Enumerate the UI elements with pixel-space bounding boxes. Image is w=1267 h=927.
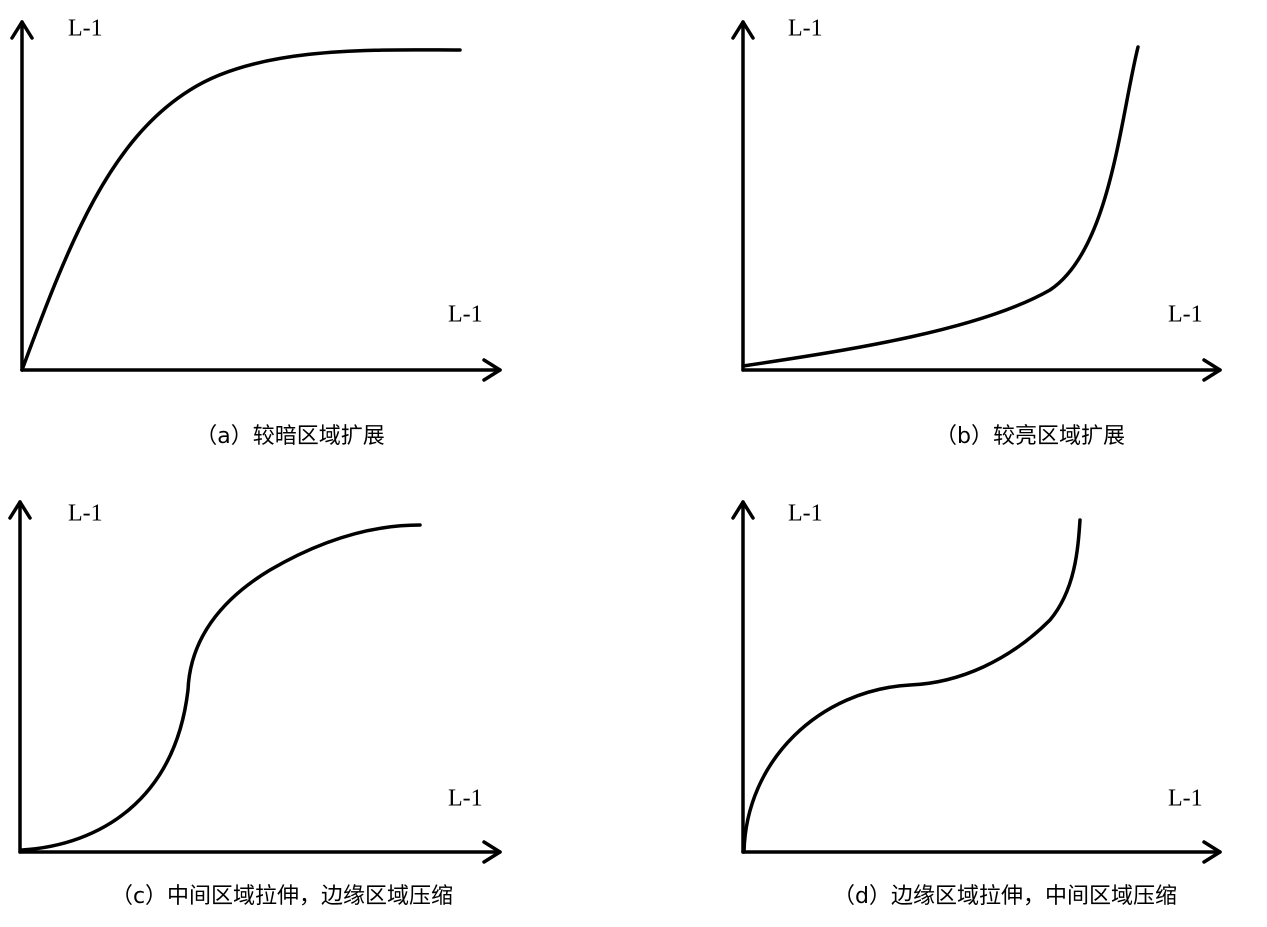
y-axis-label: L-1 bbox=[788, 16, 823, 42]
y-arrow bbox=[731, 20, 755, 40]
x-arrow bbox=[482, 840, 502, 864]
panel-a: L-1 L-1 （a）较暗区域扩展 bbox=[10, 16, 502, 449]
curve bbox=[741, 45, 1140, 368]
x-axis-label: L-1 bbox=[1168, 786, 1203, 812]
x-arrow bbox=[1202, 840, 1222, 864]
x-axis-label: L-1 bbox=[448, 302, 483, 328]
y-arrow bbox=[10, 20, 34, 40]
panel-d: L-1 L-1 （d）边缘区域拉伸，中间区域压缩 bbox=[731, 500, 1222, 909]
panel-b: L-1 L-1 （b）较亮区域扩展 bbox=[731, 16, 1222, 449]
x-axis-label: L-1 bbox=[448, 786, 483, 812]
curve bbox=[742, 518, 1082, 854]
caption: （c）中间区域拉伸，边缘区域压缩 bbox=[111, 884, 453, 909]
x-arrow bbox=[482, 358, 502, 382]
caption: （a）较暗区域扩展 bbox=[195, 424, 384, 449]
x-axis-label: L-1 bbox=[1168, 302, 1203, 328]
caption: （b）较亮区域扩展 bbox=[935, 424, 1125, 449]
curve bbox=[20, 48, 462, 372]
curve bbox=[20, 523, 422, 852]
y-axis-label: L-1 bbox=[68, 16, 103, 42]
y-arrow bbox=[731, 500, 755, 520]
caption: （d）边缘区域拉伸，中间区域压缩 bbox=[833, 884, 1177, 909]
y-arrow bbox=[8, 500, 32, 520]
y-axis-label: L-1 bbox=[788, 501, 823, 527]
y-axis-label: L-1 bbox=[68, 501, 103, 527]
panel-c: L-1 L-1 （c）中间区域拉伸，边缘区域压缩 bbox=[8, 500, 502, 909]
x-arrow bbox=[1202, 358, 1222, 382]
